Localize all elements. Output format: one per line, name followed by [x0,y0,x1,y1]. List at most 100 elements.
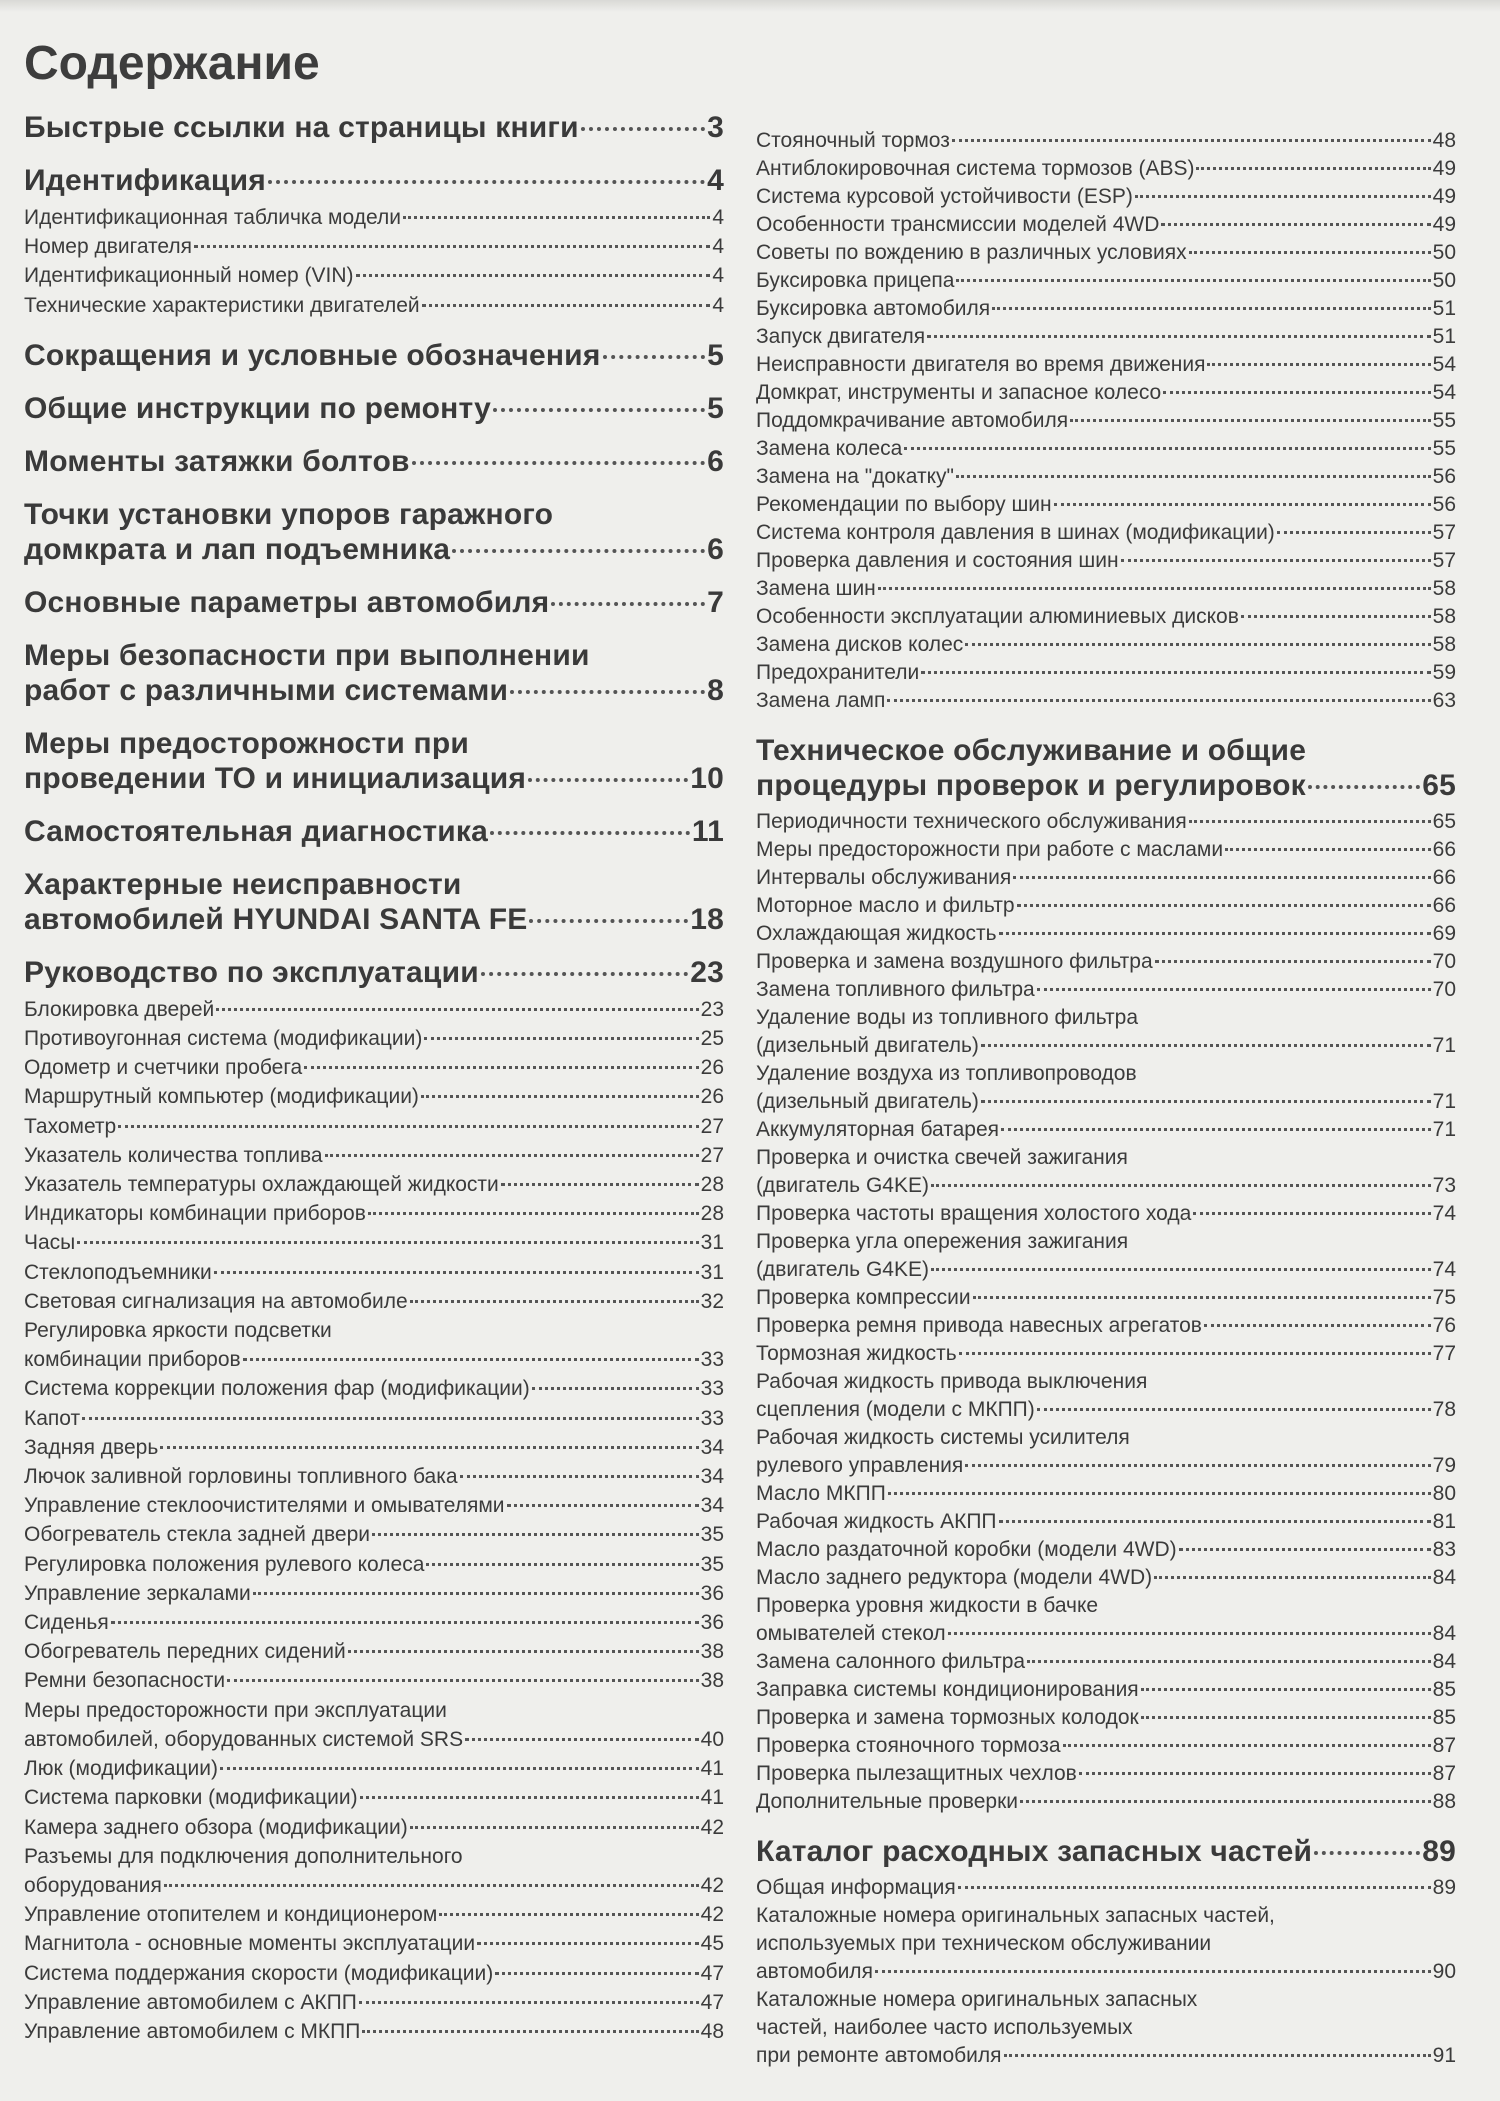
toc-entry[interactable]: Проверка давления и состояния шин 57 [756,547,1456,575]
toc-page-number[interactable]: 83 [1432,1538,1456,1561]
toc-entry[interactable]: Замена шин 58 [756,575,1456,603]
toc-entry[interactable]: Масло МКПП 80 [756,1480,1456,1508]
toc-page-number[interactable]: 65 [1422,769,1456,802]
toc-entry[interactable]: Регулировка положения рулевого колеса 35 [24,1550,724,1579]
toc-entry[interactable]: Проверка ремня привода навесных агрегато… [756,1312,1456,1340]
toc-page-number[interactable]: 84 [1432,1622,1456,1645]
toc-page-number[interactable]: 42 [700,1903,724,1927]
toc-page-number[interactable]: 27 [700,1143,724,1167]
toc-page-number[interactable]: 70 [1432,978,1456,1001]
toc-entry[interactable]: Рекомендации по выбору шин 56 [756,491,1456,519]
toc-page-number[interactable]: 66 [1432,838,1456,861]
toc-entry[interactable]: Одометр и счетчики пробега 26 [24,1053,724,1082]
toc-page-number[interactable]: 3 [707,111,724,144]
toc-entry[interactable]: Каталожные номера оригинальных запасных ч… [756,1986,1456,2070]
toc-entry[interactable]: Блокировка дверей 23 [24,995,724,1024]
toc-entry[interactable]: Управление зеркалами 36 [24,1579,724,1608]
toc-page-number[interactable]: 18 [690,902,724,936]
toc-page-number[interactable]: 26 [700,1085,724,1109]
toc-entry[interactable]: Стеклоподъемники 31 [24,1258,724,1287]
toc-entry[interactable]: Люк (модификации) 41 [24,1754,724,1783]
toc-section-heading[interactable]: Техническое обслуживание и общие процедур… [756,733,1456,803]
toc-entry[interactable]: Система парковки (модификации) 41 [24,1783,724,1812]
toc-entry[interactable]: Домкрат, инструменты и запасное колесо 54 [756,379,1456,407]
toc-entry[interactable]: Проверка стояночного тормоза 87 [756,1732,1456,1760]
toc-page-number[interactable]: 71 [1432,1034,1456,1057]
toc-page-number[interactable]: 31 [700,1231,724,1255]
toc-page-number[interactable]: 89 [1422,1835,1456,1868]
toc-section-heading[interactable]: Руководство по эксплуатации 23 [24,955,724,990]
toc-page-number[interactable]: 48 [1432,129,1456,152]
toc-entry[interactable]: Интервалы обслуживания 66 [756,864,1456,892]
toc-entry[interactable]: Регулировка яркости подсветки комбинации … [24,1316,724,1374]
toc-page-number[interactable]: 51 [1432,297,1456,320]
toc-entry[interactable]: Каталожные номера оригинальных запасных … [756,1902,1456,1986]
toc-page-number[interactable]: 50 [1432,241,1456,264]
toc-entry[interactable]: Удаление воздуха из топливопроводов (дизе… [756,1060,1456,1116]
toc-page-number[interactable]: 4 [712,235,724,259]
toc-page-number[interactable]: 63 [1432,689,1456,712]
toc-entry[interactable]: Проверка и замена тормозных колодок 85 [756,1704,1456,1732]
toc-entry[interactable]: Дополнительные проверки 88 [756,1788,1456,1816]
toc-section-heading[interactable]: Сокращения и условные обозначения 5 [24,338,724,373]
toc-entry[interactable]: Особенности эксплуатации алюминиевых дис… [756,603,1456,631]
toc-entry[interactable]: Сиденья 36 [24,1608,724,1637]
toc-page-number[interactable]: 38 [700,1640,724,1664]
toc-page-number[interactable]: 78 [1432,1398,1456,1421]
toc-page-number[interactable]: 28 [700,1202,724,1226]
toc-page-number[interactable]: 23 [690,955,724,989]
toc-page-number[interactable]: 87 [1432,1762,1456,1785]
toc-page-number[interactable]: 10 [690,761,724,795]
toc-entry[interactable]: Советы по вождению в различных условиях 5… [756,239,1456,267]
toc-section-heading[interactable]: Основные параметры автомобиля 7 [24,585,724,620]
toc-page-number[interactable]: 57 [1432,521,1456,544]
toc-entry[interactable]: Проверка частоты вращения холостого хода… [756,1200,1456,1228]
toc-entry[interactable]: Антиблокировочная система тормозов (ABS)… [756,155,1456,183]
toc-page-number[interactable]: 49 [1432,185,1456,208]
toc-entry[interactable]: Тормозная жидкость 77 [756,1340,1456,1368]
toc-entry[interactable]: Система поддержания скорости (модификаци… [24,1959,724,1988]
toc-entry[interactable]: Удаление воды из топливного фильтра (дизе… [756,1004,1456,1060]
toc-entry[interactable]: Идентификационный номер (VIN) 4 [24,261,724,290]
toc-page-number[interactable]: 51 [1432,325,1456,348]
toc-entry[interactable]: Проверка уровня жидкости в бачке омывател… [756,1592,1456,1648]
toc-section-heading[interactable]: Самостоятельная диагностика 11 [24,814,724,849]
toc-entry[interactable]: Особенности трансмиссии моделей 4WD 49 [756,211,1456,239]
toc-section-heading[interactable]: Характерные неисправности автомобилей HYU… [24,867,724,937]
toc-page-number[interactable]: 33 [700,1406,724,1430]
toc-entry[interactable]: Капот 33 [24,1404,724,1433]
toc-entry[interactable]: Указатель количества топлива 27 [24,1141,724,1170]
toc-page-number[interactable]: 85 [1432,1678,1456,1701]
toc-page-number[interactable]: 74 [1432,1258,1456,1281]
toc-page-number[interactable]: 56 [1432,465,1456,488]
toc-page-number[interactable]: 50 [1432,269,1456,292]
toc-entry[interactable]: Замена дисков колес 58 [756,631,1456,659]
toc-page-number[interactable]: 28 [700,1173,724,1197]
toc-page-number[interactable]: 48 [700,2019,724,2043]
toc-page-number[interactable]: 33 [700,1348,724,1372]
toc-section-heading[interactable]: Меры предосторожности при проведении ТО и… [24,726,724,796]
toc-page-number[interactable]: 31 [700,1260,724,1284]
toc-entry[interactable]: Обогреватель стекла задней двери 35 [24,1520,724,1549]
toc-entry[interactable]: Замена салонного фильтра 84 [756,1648,1456,1676]
toc-entry[interactable]: Рабочая жидкость привода выключения сцепл… [756,1368,1456,1424]
toc-entry[interactable]: Противоугонная система (модификации) 25 [24,1024,724,1053]
toc-entry[interactable]: Предохранители 59 [756,659,1456,687]
toc-page-number[interactable]: 23 [700,997,724,1021]
toc-entry[interactable]: Заправка системы кондиционирования 85 [756,1676,1456,1704]
toc-page-number[interactable]: 7 [707,585,724,619]
toc-page-number[interactable]: 57 [1432,549,1456,572]
toc-entry[interactable]: Магнитола - основные моменты эксплуатаци… [24,1929,724,1958]
toc-entry[interactable]: Разъемы для подключения дополнительного о… [24,1842,724,1900]
toc-entry[interactable]: Управление стеклоочистителями и омывател… [24,1491,724,1520]
toc-page-number[interactable]: 58 [1432,577,1456,600]
toc-page-number[interactable]: 84 [1432,1566,1456,1589]
toc-page-number[interactable]: 81 [1432,1510,1456,1533]
toc-page-number[interactable]: 6 [707,532,724,566]
toc-page-number[interactable]: 54 [1432,353,1456,376]
toc-page-number[interactable]: 70 [1432,950,1456,973]
toc-page-number[interactable]: 38 [700,1669,724,1693]
toc-entry[interactable]: Управление автомобилем с МКПП 48 [24,2017,724,2046]
toc-page-number[interactable]: 58 [1432,605,1456,628]
toc-entry[interactable]: Поддомкрачивание автомобиля 55 [756,407,1456,435]
